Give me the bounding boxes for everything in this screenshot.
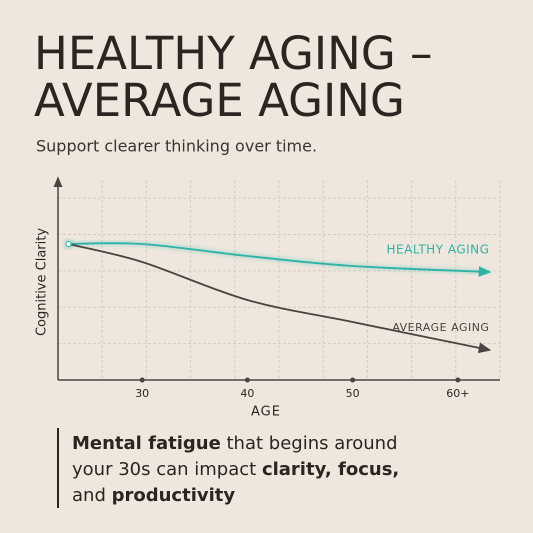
- start-dot: [65, 241, 72, 247]
- series-label: AVERAGE AGING: [392, 321, 489, 334]
- x-tick-label: 30: [135, 387, 149, 400]
- note: Mental fatigue that begins around your 30…: [72, 433, 399, 506]
- note-line: Mental fatigue that begins around: [72, 433, 398, 454]
- x-tick-label: 50: [346, 387, 360, 400]
- note-text: productivity: [112, 485, 236, 506]
- note-text: Mental fatigue: [72, 433, 221, 454]
- series-line: [68, 242, 492, 277]
- note-text: that begins around: [221, 433, 398, 454]
- note-line: and productivity: [72, 485, 235, 506]
- x-tick-label: 40: [240, 387, 254, 400]
- note-line: your 30s can impact clarity, focus,: [72, 459, 399, 480]
- plot: 30 40 50 60+ HEALTHY AGING AVERAGE AGING: [58, 180, 501, 400]
- title-line: HEALTHY AGING –: [34, 27, 433, 80]
- series-label: HEALTHY AGING: [387, 243, 490, 257]
- note-text: your 30s can impact: [72, 459, 262, 480]
- x-tick-label: 60+: [446, 387, 469, 400]
- note-text: clarity, focus,: [262, 459, 399, 480]
- series-line: [68, 243, 492, 354]
- x-axis-label: AGE: [251, 405, 281, 420]
- note-text: and: [72, 485, 112, 506]
- title-line: AVERAGE AGING: [34, 74, 405, 127]
- subtitle: Support clearer thinking over time.: [36, 137, 317, 156]
- y-axis-label: Cognitive Clarity: [35, 228, 50, 336]
